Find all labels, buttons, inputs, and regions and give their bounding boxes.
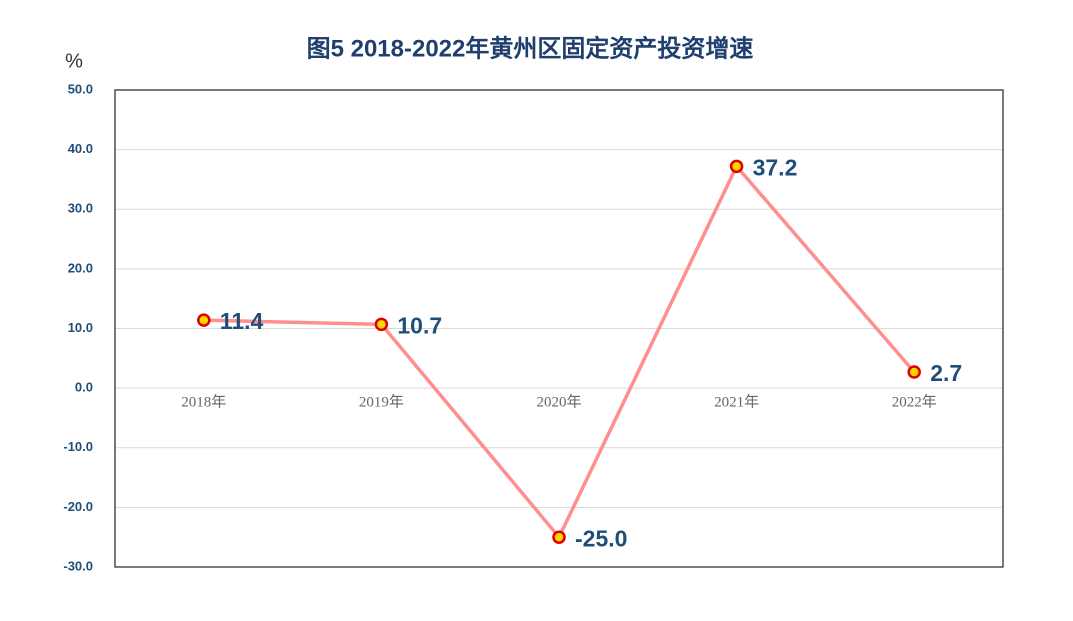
x-tick-label: 2019年 (359, 394, 404, 411)
y-tick-label: 20.0 (68, 260, 93, 275)
y-tick-label: 50.0 (68, 81, 93, 96)
y-tick-label: -20.0 (63, 499, 93, 514)
data-point (374, 317, 389, 332)
y-tick-label: 30.0 (68, 201, 93, 216)
data-point (729, 159, 744, 174)
y-tick-label: -10.0 (63, 439, 93, 454)
data-label: 37.2 (753, 154, 798, 180)
chart-title: 图5 2018-2022年黄州区固定资产投资增速 (307, 34, 754, 62)
data-point (197, 313, 211, 327)
data-point (907, 365, 921, 379)
x-tick-label: 2020年 (536, 394, 581, 411)
plot-border (114, 89, 1004, 568)
y-tick-label: 0.0 (75, 380, 93, 395)
data-point (552, 530, 566, 544)
y-tick-label: -30.0 (63, 558, 93, 573)
x-tick-label: 2018年 (181, 394, 226, 411)
y-tick-label: 10.0 (68, 320, 93, 335)
y-axis-label: % (65, 50, 83, 72)
data-label: 10.7 (397, 312, 442, 338)
data-line (203, 163, 916, 541)
data-label: -25.0 (575, 525, 627, 551)
data-label: 2.7 (930, 360, 962, 386)
data-label: 11.4 (220, 308, 264, 334)
x-tick-label: 2021年 (714, 394, 759, 411)
x-tick-label: 2022年 (892, 394, 937, 411)
y-tick-label: 40.0 (68, 141, 93, 156)
